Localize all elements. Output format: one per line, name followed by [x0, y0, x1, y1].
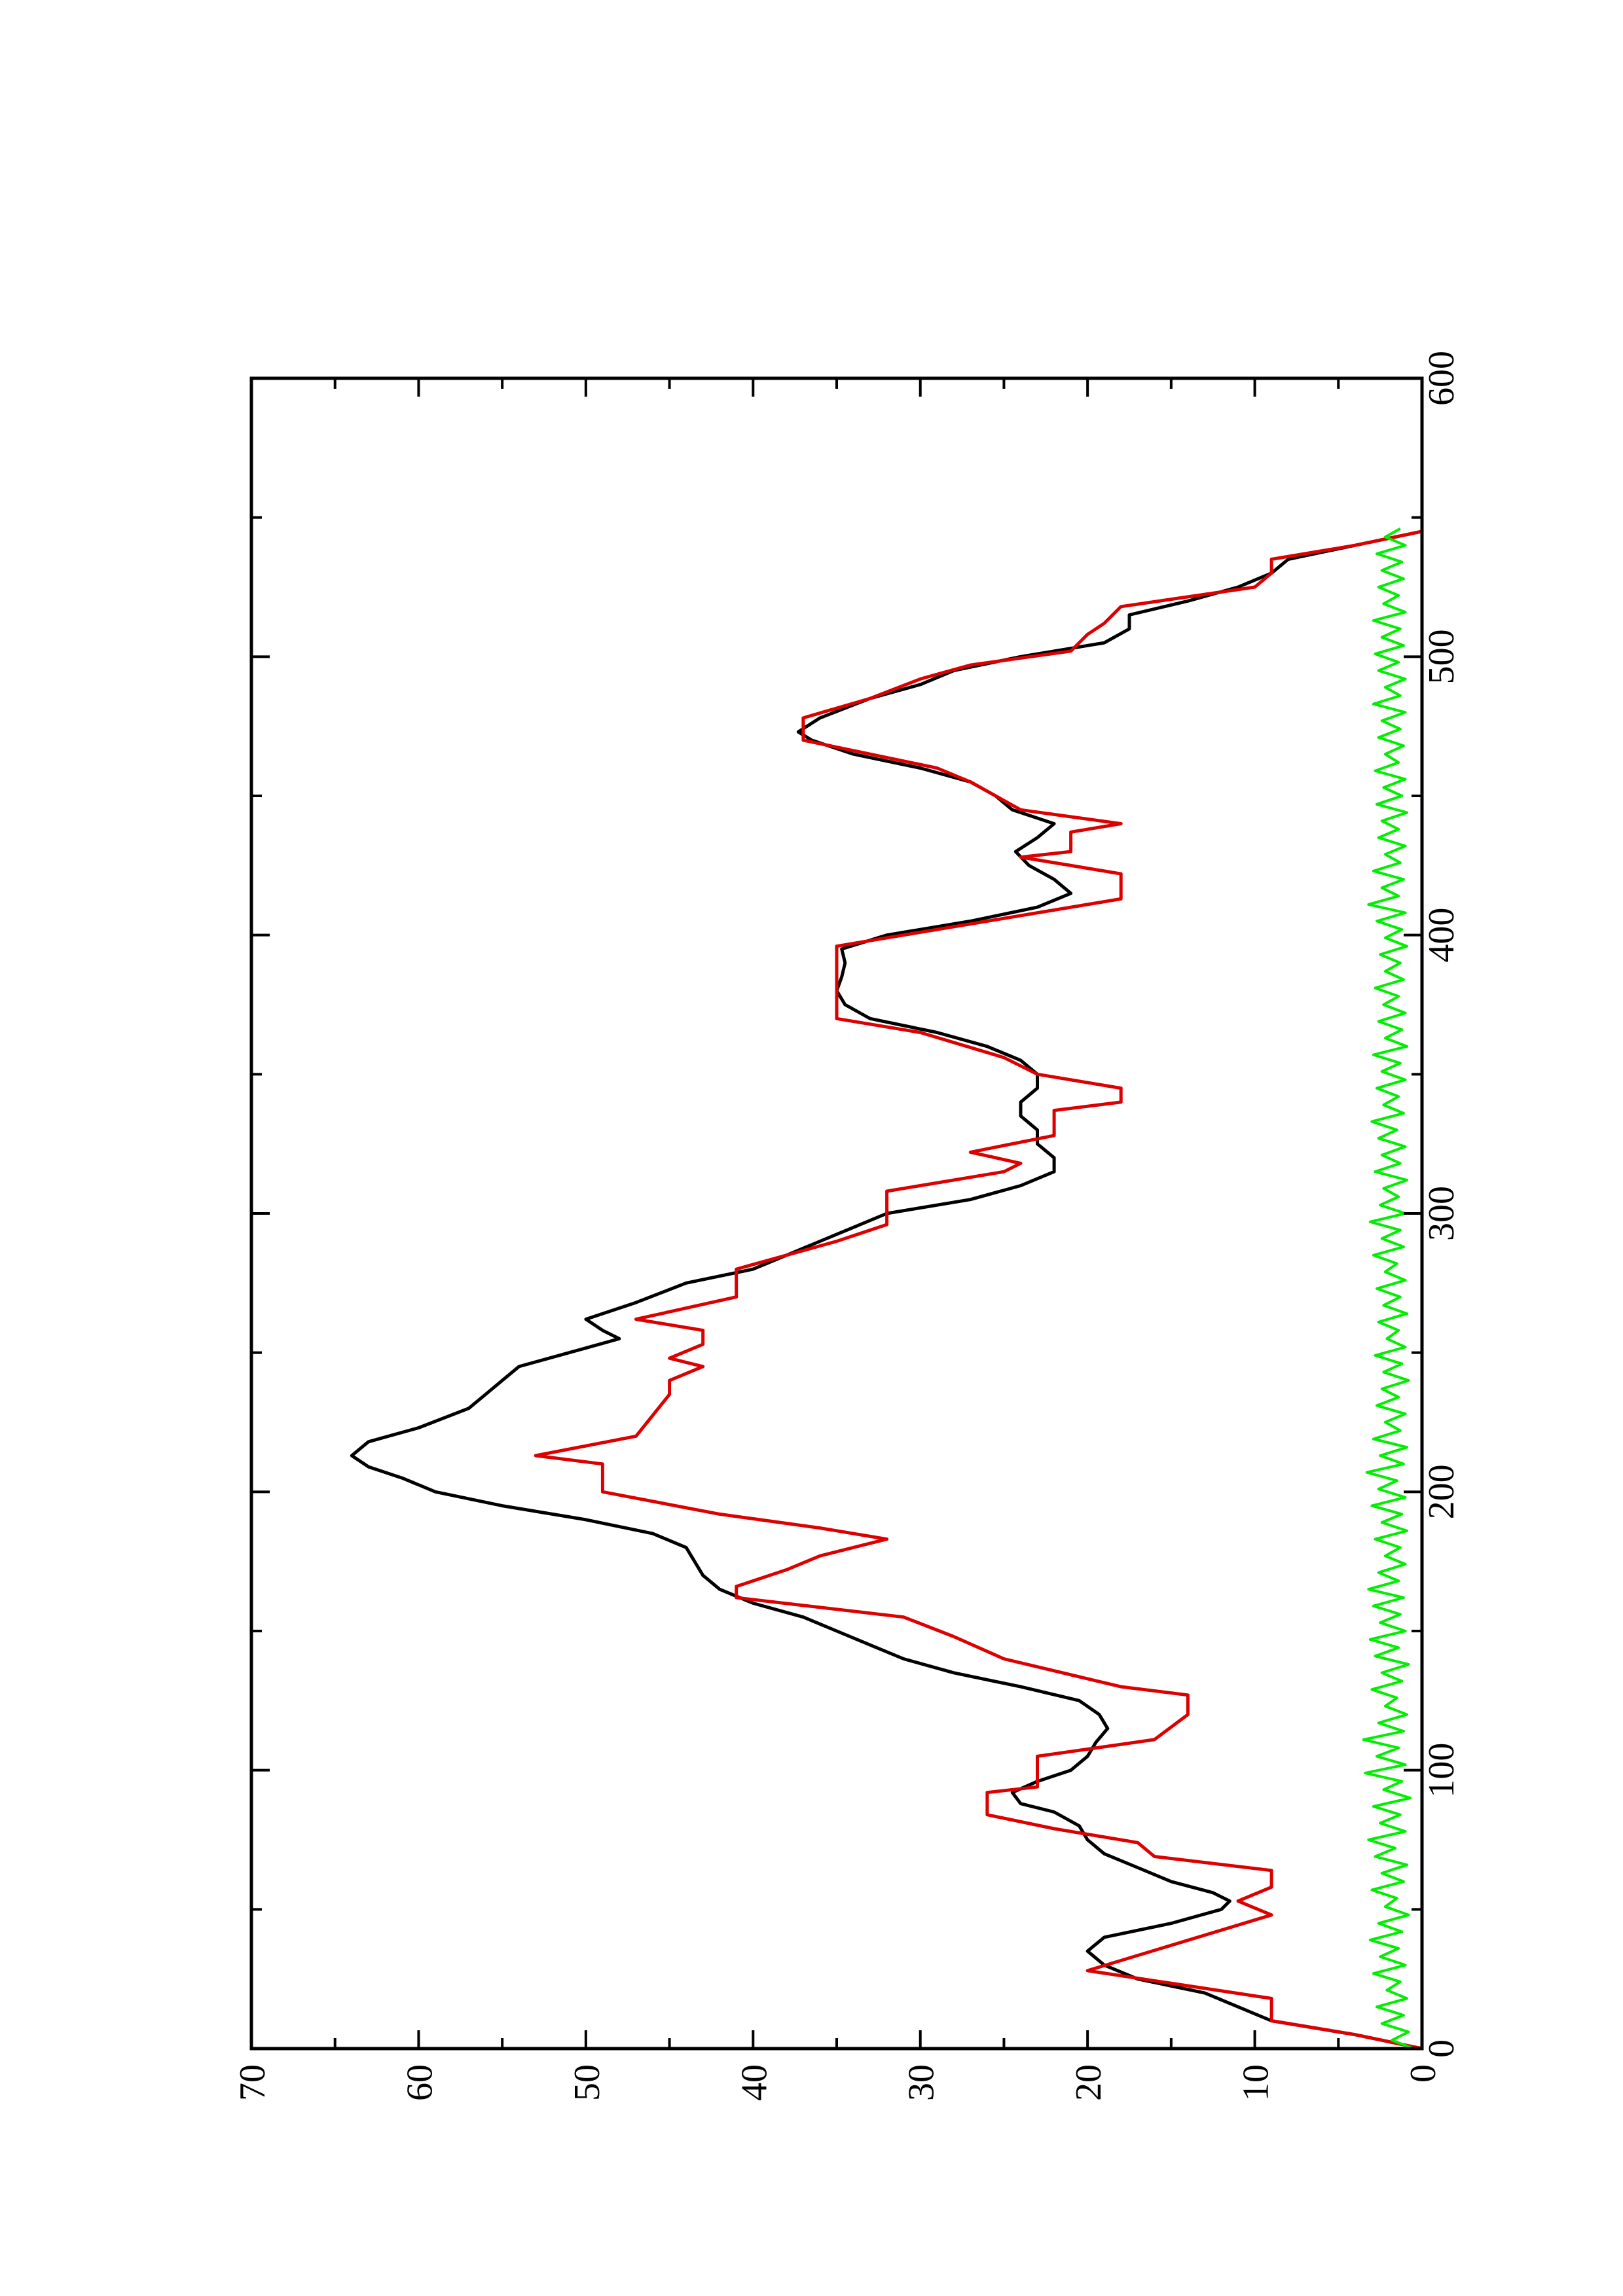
x-tick-label: 300 — [1421, 1186, 1462, 1241]
x-tick-label: 100 — [1421, 1743, 1462, 1798]
x-tick-label: 0 — [1421, 2039, 1462, 2058]
y-tick-label: 50 — [567, 2064, 608, 2101]
plot-frame — [249, 376, 1424, 2051]
series-line-3 — [1362, 527, 1414, 2050]
y-tick-label: 40 — [734, 2064, 775, 2101]
plot-marks — [350, 527, 1423, 2051]
axis-ticks — [250, 377, 1423, 2050]
x-tick-label: 600 — [1421, 351, 1462, 406]
y-tick-label: 10 — [1236, 2064, 1277, 2101]
x-tick-label: 400 — [1421, 908, 1462, 963]
y-tick-label: 60 — [399, 2064, 440, 2101]
x-tick-label: 500 — [1421, 629, 1462, 684]
y-tick-label: 0 — [1403, 2064, 1444, 2083]
y-tick-label: 70 — [232, 2064, 273, 2101]
series-line-2 — [534, 529, 1423, 2051]
y-tick-label: 20 — [1068, 2064, 1109, 2101]
x-tick-label: 200 — [1421, 1464, 1462, 1519]
y-tick-label: 30 — [902, 2064, 942, 2101]
tick-labels: 0 100 200 300 400 500 600 0 10 20 30 40 50 60 70 — [232, 351, 1462, 2101]
